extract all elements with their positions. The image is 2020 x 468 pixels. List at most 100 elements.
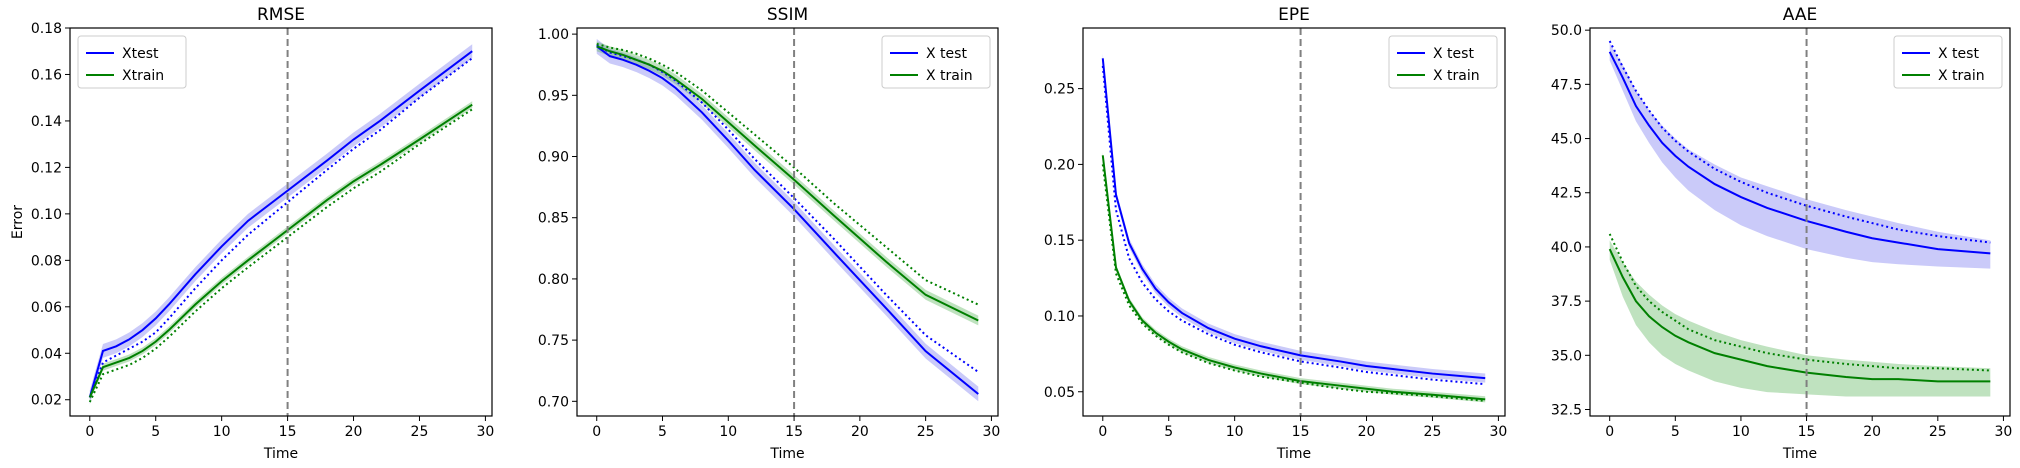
y-tick-label: 0.16	[31, 67, 62, 83]
y-tick-label: 1.00	[538, 27, 569, 43]
x-axis-label: Time	[1276, 446, 1311, 462]
confidence-band-train	[1609, 240, 1991, 397]
y-tick-label: 40.0	[1551, 240, 1582, 256]
legend: X test X train	[1388, 35, 1498, 89]
y-tick-label: 0.12	[31, 160, 62, 176]
legend-label: X train	[1433, 68, 1480, 84]
x-axis-label: Time	[769, 446, 804, 462]
y-tick-label: 45.0	[1551, 132, 1582, 148]
confidence-band-test	[596, 39, 979, 402]
legend-label: X test	[926, 46, 967, 62]
y-tick-label: 0.15	[1044, 233, 1075, 249]
x-tick-label: 10	[1226, 424, 1244, 440]
dotted-line-train	[88, 108, 473, 403]
axes-frame	[1082, 27, 1506, 417]
x-tick-label: 5	[658, 424, 667, 440]
y-tick-label: 0.10	[31, 207, 62, 223]
x-tick-label: 25	[1929, 424, 1947, 440]
x-tick-label: 15	[785, 424, 803, 440]
subplot-title: RMSE	[257, 5, 305, 25]
x-tick-label: 0	[592, 424, 601, 440]
legend-label: Xtest	[122, 46, 159, 62]
y-tick-label: 0.14	[31, 114, 62, 130]
y-tick-label: 0.90	[538, 150, 569, 166]
y-tick-label: 0.06	[31, 300, 62, 316]
x-tick-label: 25	[411, 424, 429, 440]
x-tick-label: 20	[851, 424, 869, 440]
x-tick-label: 15	[1798, 424, 1816, 440]
y-tick-label: 0.20	[1044, 157, 1075, 173]
dotted-line-train	[596, 42, 979, 306]
y-tick-label: 0.95	[538, 88, 569, 104]
y-tick-label: 32.5	[1551, 402, 1582, 418]
x-tick-label: 20	[1358, 424, 1376, 440]
legend: X test X train	[881, 35, 991, 89]
confidence-band-train	[89, 101, 473, 401]
y-axis-label: Error	[10, 205, 26, 239]
dotted-line-test	[88, 57, 473, 398]
subplot-title: SSIM	[767, 5, 808, 25]
x-tick-label: 30	[1995, 424, 2013, 440]
x-tick-label: 20	[345, 424, 363, 440]
legend-label: X test	[1938, 46, 1979, 62]
x-tick-label: 5	[151, 424, 160, 440]
y-tick-label: 0.18	[31, 21, 62, 37]
y-tick-label: 0.02	[31, 393, 62, 409]
subplot-rmse: 0 5 10 15 20 25 30 0.02 0.04 0.06 0.08 0.10 0.12 0.14…	[10, 5, 494, 462]
y-tick-label: 50.0	[1551, 23, 1582, 39]
confidence-band-train	[1102, 152, 1486, 403]
y-tick-label: 0.70	[538, 394, 569, 410]
x-tick-label: 5	[1671, 424, 1680, 440]
subplot-aae: 0 5 10 15 20 25 30 32.5 35.0 37.5 40.0 42.5 45.0 47.5…	[1551, 5, 2013, 462]
subplot-title: AAE	[1783, 5, 1817, 25]
y-tick-label: 0.04	[31, 346, 62, 362]
y-tick-label: 47.5	[1551, 77, 1582, 93]
y-tick-label: 37.5	[1551, 294, 1582, 310]
x-tick-label: 10	[213, 424, 231, 440]
x-tick-label: 30	[476, 424, 494, 440]
x-tick-label: 0	[1098, 424, 1107, 440]
dotted-line-train	[1101, 164, 1486, 402]
series-line-train	[88, 103, 473, 398]
subplot-epe: 0 5 10 15 20 25 30 0.05 0.10 0.15 0.20 0.25 EPE Time X…	[1044, 5, 1507, 462]
axes-frame	[69, 27, 493, 417]
x-tick-label: 30	[1489, 424, 1507, 440]
legend-label: X train	[1938, 68, 1985, 84]
x-tick-label: 25	[917, 424, 935, 440]
series-line-test	[1608, 51, 1991, 255]
x-tick-label: 15	[1292, 424, 1310, 440]
series-line-test	[1101, 58, 1486, 380]
series-line-train	[1608, 248, 1991, 383]
y-tick-label: 0.05	[1044, 385, 1075, 401]
confidence-band-test	[1609, 43, 1991, 269]
series-line-train	[596, 45, 979, 322]
y-tick-label: 42.5	[1551, 186, 1582, 202]
y-tick-label: 0.80	[538, 272, 569, 288]
legend-label: Xtrain	[122, 68, 164, 84]
y-tick-label: 0.75	[538, 333, 569, 349]
x-axis-label: Time	[263, 446, 298, 462]
x-tick-label: 5	[1164, 424, 1173, 440]
subplot-ssim: 0 5 10 15 20 25 30 0.70 0.75 0.80 0.85 0.90 0.95 1.00…	[538, 5, 1001, 462]
x-tick-label: 30	[983, 424, 1001, 440]
confidence-band-train	[596, 41, 979, 326]
legend: X test X train	[1893, 35, 2003, 89]
y-tick-label: 35.0	[1551, 348, 1582, 364]
series-line-train	[1101, 155, 1486, 401]
x-tick-label: 10	[719, 424, 737, 440]
dotted-line-test	[1101, 65, 1486, 386]
x-tick-label: 10	[1732, 424, 1750, 440]
axes-frame	[1589, 27, 2011, 417]
legend: Xtest Xtrain	[77, 35, 187, 89]
series-line-test	[88, 50, 473, 398]
y-tick-label: 0.25	[1044, 82, 1075, 98]
x-tick-label: 15	[279, 424, 297, 440]
x-tick-label: 0	[1605, 424, 1614, 440]
subplot-title: EPE	[1278, 5, 1310, 25]
legend-label: X train	[926, 68, 973, 84]
series-line-test	[596, 45, 979, 395]
x-tick-label: 0	[85, 424, 94, 440]
legend-label: X test	[1433, 46, 1474, 62]
x-axis-label: Time	[1782, 446, 1817, 462]
